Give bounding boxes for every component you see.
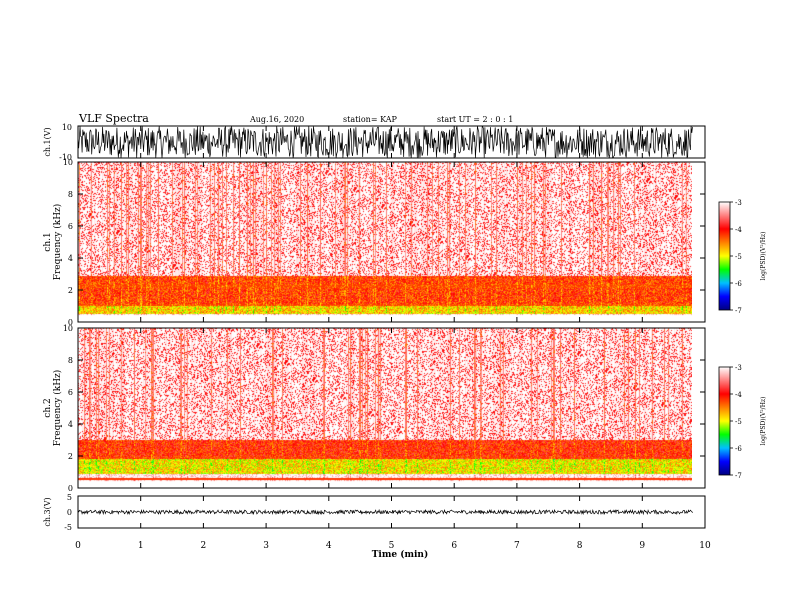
ch1-waveform-panel: 10 -10 ch.1(V) [43,123,706,162]
ch2-spectrogram-image [78,328,692,488]
ch1-spec-ytick-label: 0 [68,318,73,327]
ch3-waveform-trace [77,508,693,516]
time-tick-label: 4 [326,541,332,551]
ch1-colorbar-tick-label: -6 [735,280,742,288]
ch1-colorbar: -3 -4 -5 -6 -7 log(PSD)(V²/Hz) [718,199,767,315]
ch3-waveform-panel: 5 0 -5 ch.3(V) [43,493,706,532]
ch2-spec-ytick-label: 4 [68,420,73,429]
ch2-spec-ytick-label: 10 [63,324,73,333]
ch1-spectrogram-heatmap [78,162,692,322]
ch1-wave-tick-bottom: -10 [59,153,72,162]
ch2-spec-ytick-label: 2 [68,452,73,461]
ch1-spectrogram-image [78,162,692,322]
ch2-colorbar-scale [718,366,731,476]
ch2-spec-ytick-label: 0 [68,484,73,493]
ch2-colorbar-tick-label: -4 [735,391,742,399]
time-tick-label: 5 [389,541,395,551]
time-tick-label: 8 [577,541,583,551]
ch2-spec-ylabel-channel: ch.2 [43,398,53,417]
time-tick-label: 10 [699,541,711,551]
time-axis: 0 1 2 3 4 5 6 7 8 9 10 [75,126,711,551]
time-tick-label: 7 [514,541,520,551]
ch1-wave-tick-top: 10 [62,123,72,132]
ch1-spec-ytick-label: 4 [68,254,73,263]
ch2-spec-ytick-label: 6 [68,388,73,397]
ch1-waveform-trace [77,125,693,159]
ch2-spectrogram-heatmap [78,328,692,488]
ch3-wave-tick-mid: 0 [67,508,72,517]
ch2-colorbar-tick-label: -7 [735,472,742,480]
ch1-spectrogram-panel: 0 2 4 6 8 10 ch.1 Frequency (kHz) [43,158,706,327]
ch1-waveform-line [77,125,693,159]
ch1-spec-ytick-label: 2 [68,286,73,295]
ch2-spec-ylabel: Frequency (kHz) [52,370,63,447]
ch1-colorbar-label: log(PSD)(V²/Hz) [760,232,767,281]
ch3-waveform-line [77,508,693,516]
ch1-spec-yticks: 0 2 4 6 8 10 [63,158,705,327]
ch2-colorbar: -3 -4 -5 -6 -7 log(PSD)(V²/Hz) [718,364,767,480]
ch1-colorbar-tick-label: -5 [735,253,742,261]
ch1-colorbar-tick-label: -3 [735,199,742,207]
time-tick-label: 0 [75,541,81,551]
ch2-colorbar-tick-label: -3 [735,364,742,372]
ch2-spectrogram-panel: 0 2 4 6 8 10 ch.2 Frequency (kHz) [43,324,706,493]
time-axis-label: Time (min) [372,549,429,560]
ch1-wave-ylabel: ch.1(V) [43,127,52,156]
station-label: station= KAP [343,115,398,124]
ch1-spec-ytick-label: 10 [63,158,73,167]
ch1-spec-ytick-label: 8 [68,190,73,199]
ch1-colorbar-tick-label: -7 [735,307,742,315]
ch2-colorbar-label: log(PSD)(V²/Hz) [760,397,767,446]
time-tick-label: 9 [639,541,645,551]
ch1-colorbar-tick-label: -4 [735,226,742,234]
ch2-colorbar-tick-label: -6 [735,445,742,453]
start-ut-label: start UT = 2 : 0 : 1 [437,115,513,124]
ch1-spec-ylabel: Frequency (kHz) [52,204,63,281]
date-label: Aug.16, 2020 [249,115,304,124]
ch2-colorbar-tick-label: -5 [735,418,742,426]
ch1-spec-ylabel-channel: ch.1 [43,232,53,251]
time-tick-label: 2 [201,541,207,551]
ch3-wave-tick-top: 5 [67,493,72,502]
ch3-wave-tick-bottom: -5 [64,523,72,532]
ch3-wave-ylabel: ch.3(V) [43,497,52,526]
ch2-spec-ytick-label: 8 [68,356,73,365]
time-tick-label: 6 [451,541,457,551]
figure-title: VLF Spectra [78,112,149,125]
ch2-spec-yticks: 0 2 4 6 8 10 [63,324,705,493]
time-tick-label: 3 [263,541,269,551]
ch1-colorbar-scale [718,201,731,311]
time-tick-label: 1 [138,541,144,551]
ch1-spec-ytick-label: 6 [68,222,73,231]
